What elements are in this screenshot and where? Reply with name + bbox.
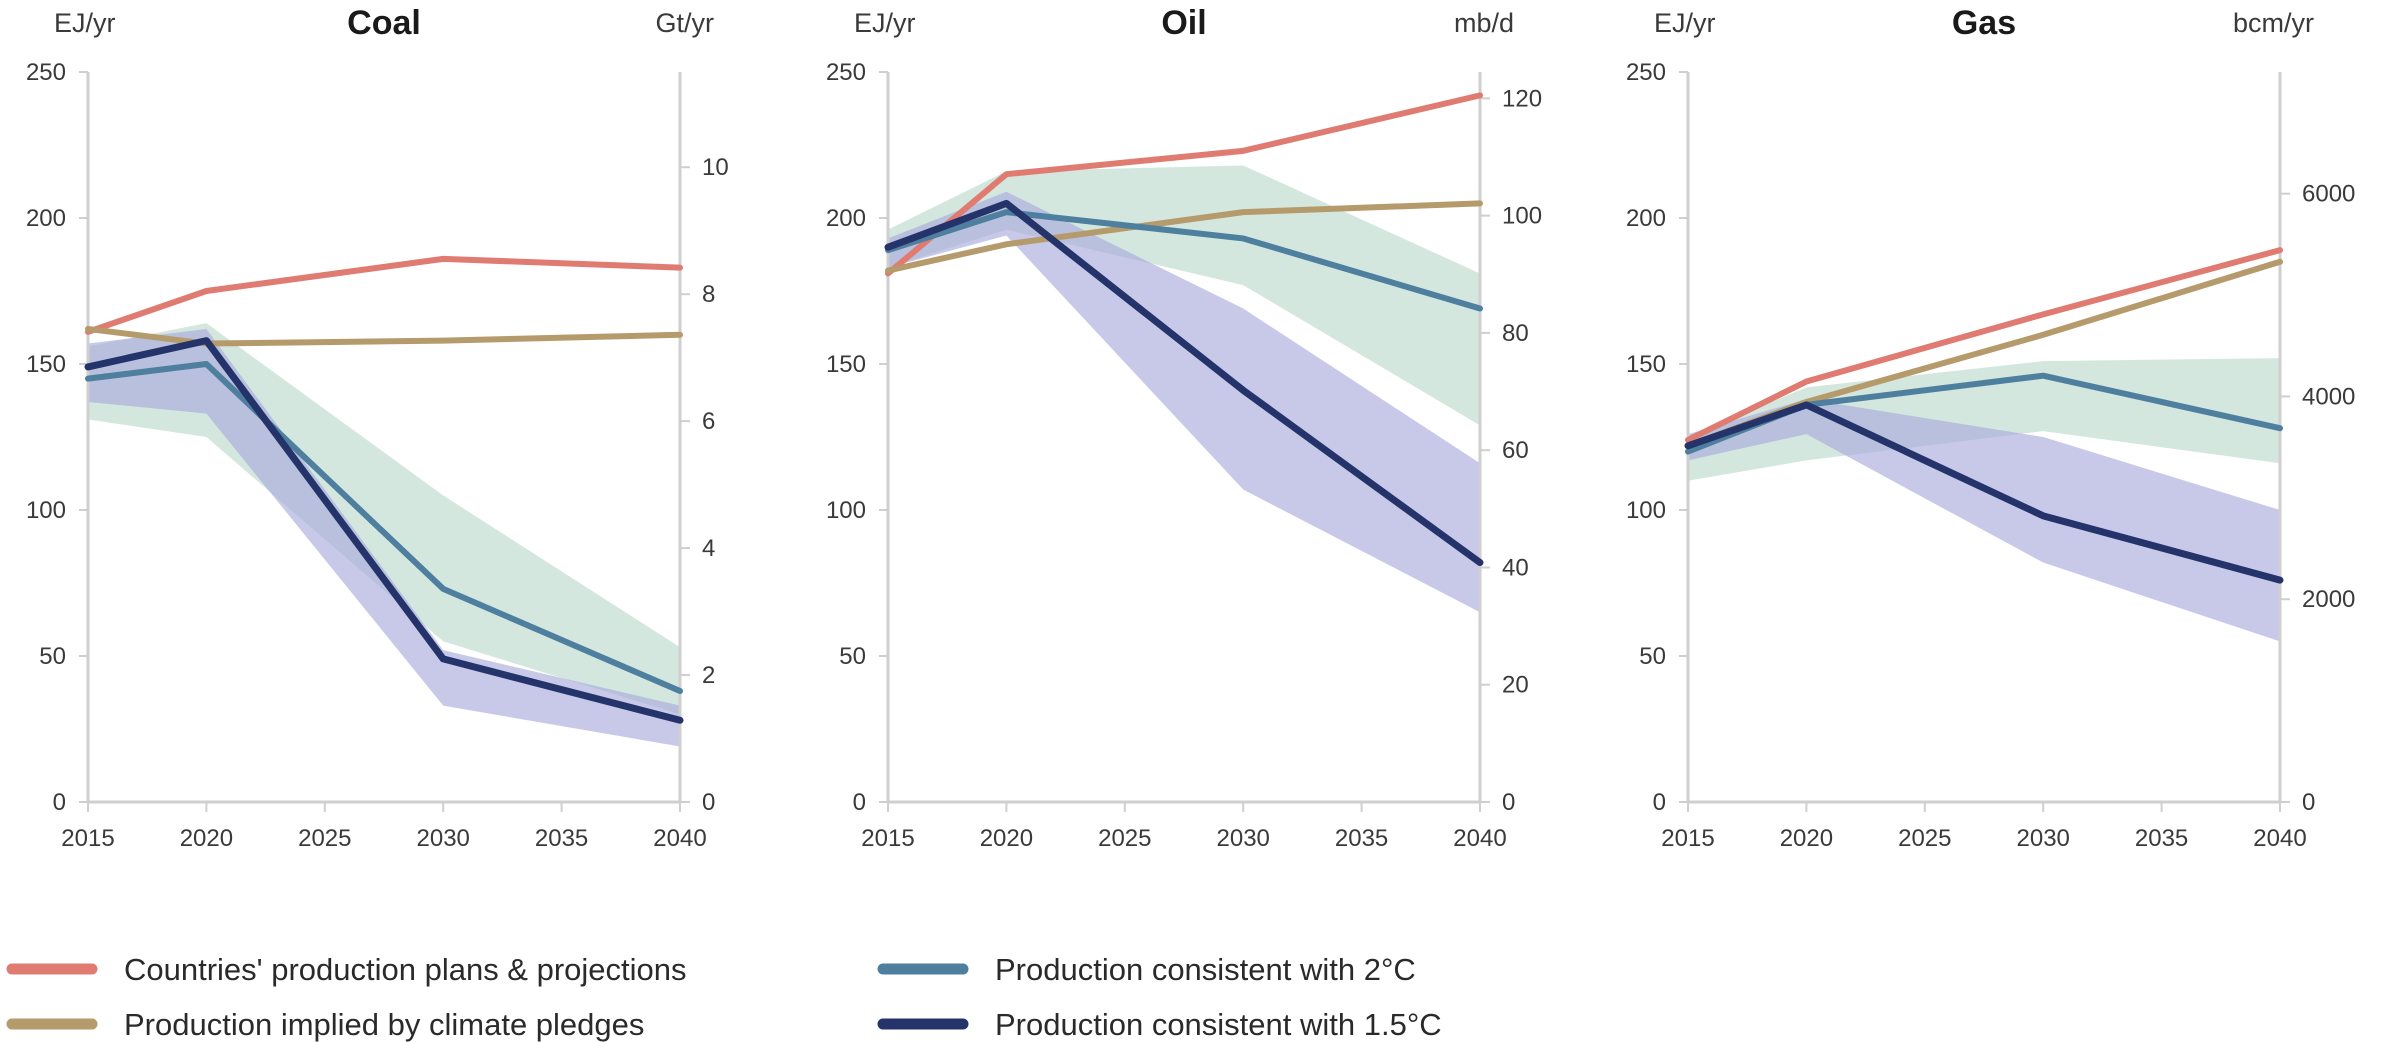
legend-item: Production consistent with 1.5°C	[877, 1007, 1442, 1042]
y2-tick-label: 8	[702, 281, 715, 308]
oil-title: Oil	[1161, 4, 1206, 42]
x-tick-label: 2025	[1098, 825, 1151, 852]
legend: Countries' production plans & projection…	[6, 952, 1442, 1042]
coal-two-degree-line	[85, 361, 683, 695]
coal-pledges-line	[85, 325, 683, 347]
coal-panel: 0 50 100 150 200 250 0 2 4 6 8 10 2015 2020 2025 2030 20…	[26, 4, 729, 852]
legend-label: Production consistent with 1.5°C	[995, 1007, 1442, 1042]
coal-y-unit-label: EJ/yr	[54, 8, 116, 38]
y-tick-label: 50	[839, 643, 866, 670]
y2-tick-label: 2000	[2302, 586, 2355, 613]
y2-tick-label: 120	[1502, 85, 1542, 112]
coal-title: Coal	[347, 4, 421, 42]
y-tick-label: 100	[1626, 497, 1666, 524]
y-tick-label: 150	[26, 351, 66, 378]
x-tick-label: 2030	[417, 825, 470, 852]
oil-one-point-five-degree-line	[884, 199, 1484, 567]
oil-y-unit-label: EJ/yr	[854, 8, 916, 38]
coal-one-point-five-degree-band	[88, 328, 680, 747]
y-tick-label: 200	[826, 205, 866, 232]
y-tick-label: 150	[1626, 351, 1666, 378]
coal-plans-line	[85, 255, 683, 335]
legend-label: Production consistent with 2°C	[995, 952, 1416, 987]
coal-y2-unit-label: Gt/yr	[656, 8, 715, 38]
oil-two-degree-line	[885, 209, 1483, 312]
y-tick-label: 0	[53, 789, 66, 816]
y-tick-label: 150	[826, 351, 866, 378]
legend-item: Production consistent with 2°C	[877, 952, 1416, 987]
y2-tick-label: 6000	[2302, 181, 2355, 208]
oil-one-point-five-degree-band	[888, 191, 1480, 613]
y2-tick-label: 0	[702, 789, 715, 816]
gas-panel: 0 50 100 150 200 250 0 2000 4000 6000 2015 2020 2025…	[1626, 4, 2355, 852]
y2-tick-label: 100	[1502, 203, 1542, 230]
x-tick-label: 2015	[861, 825, 914, 852]
x-tick-label: 2040	[1453, 825, 1506, 852]
y-tick-label: 50	[1639, 643, 1666, 670]
x-tick-label: 2035	[2135, 825, 2188, 852]
y2-tick-label: 2	[702, 662, 715, 689]
y2-tick-label: 80	[1502, 320, 1529, 347]
y-tick-label: 200	[26, 205, 66, 232]
y-tick-label: 250	[1626, 59, 1666, 86]
y-tick-label: 100	[826, 497, 866, 524]
x-tick-label: 2020	[1780, 825, 1833, 852]
coal-one-point-five-degree-line	[84, 337, 684, 724]
y2-tick-label: 0	[2302, 789, 2315, 816]
legend-item: Production implied by climate pledges	[6, 1007, 644, 1042]
legend-label: Production implied by climate pledges	[124, 1007, 644, 1042]
y-tick-label: 0	[1653, 789, 1666, 816]
legend-label: Countries' production plans & projection…	[124, 952, 687, 987]
y2-tick-label: 10	[702, 154, 729, 181]
x-tick-label: 2015	[61, 825, 114, 852]
x-tick-label: 2035	[1335, 825, 1388, 852]
y2-tick-label: 6	[702, 408, 715, 435]
x-tick-label: 2040	[2253, 825, 2306, 852]
x-tick-label: 2030	[2017, 825, 2070, 852]
x-tick-label: 2020	[980, 825, 1033, 852]
x-tick-label: 2040	[653, 825, 706, 852]
y-tick-label: 50	[39, 643, 66, 670]
y2-tick-label: 60	[1502, 437, 1529, 464]
gas-one-point-five-degree-band	[1688, 399, 2280, 642]
x-tick-label: 2025	[1898, 825, 1951, 852]
x-tick-label: 2025	[298, 825, 351, 852]
y2-tick-label: 0	[1502, 789, 1515, 816]
gas-plans-line	[1685, 247, 2283, 443]
y2-tick-label: 4	[702, 535, 715, 562]
y2-tick-label: 20	[1502, 672, 1529, 699]
y-tick-label: 0	[853, 789, 866, 816]
x-tick-label: 2035	[535, 825, 588, 852]
y-tick-label: 250	[26, 59, 66, 86]
gas-title: Gas	[1952, 4, 2016, 42]
gas-two-degree-band	[1688, 358, 2280, 481]
gas-one-point-five-degree-line	[1684, 401, 2284, 584]
y-tick-label: 200	[1626, 205, 1666, 232]
y-tick-label: 250	[826, 59, 866, 86]
y2-tick-label: 4000	[2302, 383, 2355, 410]
y-tick-label: 100	[26, 497, 66, 524]
x-tick-label: 2015	[1661, 825, 1714, 852]
x-tick-label: 2030	[1217, 825, 1270, 852]
gas-y-unit-label: EJ/yr	[1654, 8, 1716, 38]
gas-y2-unit-label: bcm/yr	[2233, 8, 2314, 38]
x-tick-label: 2020	[180, 825, 233, 852]
oil-y2-unit-label: mb/d	[1454, 8, 1514, 38]
legend-item: Countries' production plans & projection…	[6, 952, 687, 987]
y2-tick-label: 40	[1502, 554, 1529, 581]
